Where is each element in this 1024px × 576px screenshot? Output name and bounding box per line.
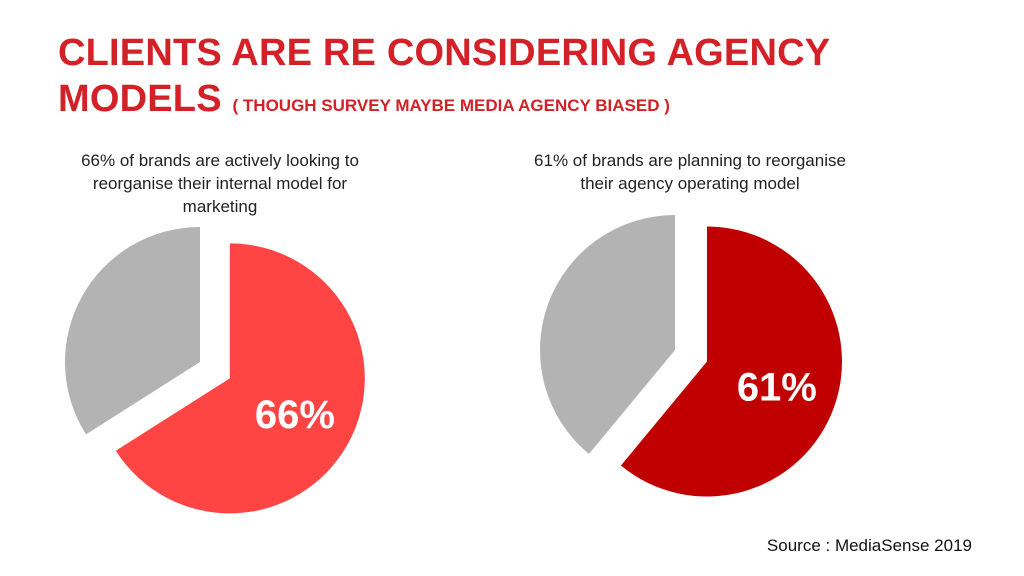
page-title: CLIENTS ARE RE CONSIDERING AGENCY MODELS… xyxy=(58,30,998,129)
pie-slice-highlight xyxy=(620,226,842,497)
title-main: CLIENTS ARE RE CONSIDERING AGENCY MODELS xyxy=(58,32,830,120)
title-subtitle: ( THOUGH SURVEY MAYBE MEDIA AGENCY BIASE… xyxy=(232,96,670,115)
left-pie-chart: 66% xyxy=(65,227,365,514)
left-pie-percent-label: 66% xyxy=(255,393,335,437)
pie-slice-remainder xyxy=(540,215,675,455)
right-chart-caption: 61% of brands are planning to reorganise… xyxy=(534,151,846,193)
right-pie-chart: 61% xyxy=(540,215,842,497)
left-chart-caption: 66% of brands are actively looking to re… xyxy=(81,151,359,216)
right-pie-percent-label: 61% xyxy=(737,366,817,410)
pie-slice-highlight xyxy=(115,243,365,514)
pie-slice-remainder xyxy=(65,227,200,435)
source-note: Source : MediaSense 2019 xyxy=(766,536,972,555)
